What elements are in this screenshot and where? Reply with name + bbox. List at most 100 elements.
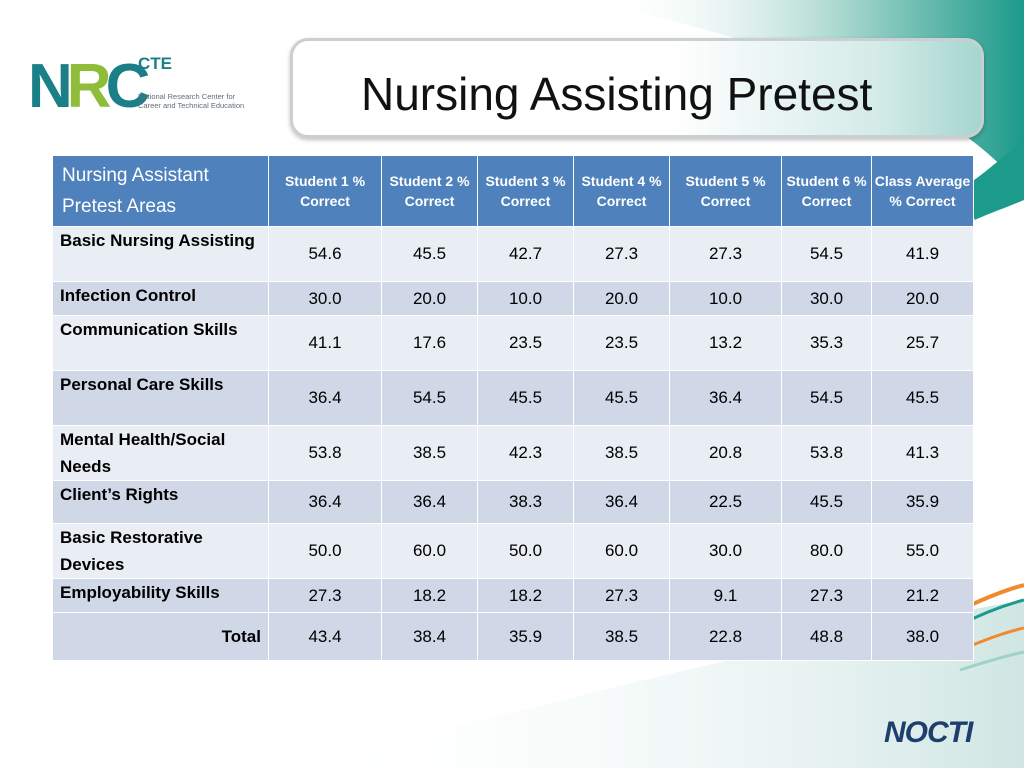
student-6-cell: 54.5: [781, 370, 872, 426]
nrc-logo-subtitle-line2: Career and Technical Education: [138, 101, 245, 110]
student-1-cell: 36.4: [268, 370, 382, 426]
class-average-cell: 25.7: [871, 315, 974, 371]
student-6-cell: 48.8: [781, 612, 872, 661]
student-4-cell: 36.4: [573, 480, 670, 524]
student-2-cell: 18.2: [381, 578, 478, 613]
student-4-cell: 38.5: [573, 425, 670, 481]
table-row: Basic Restorative Devices 50.0 60.0 50.0 60.…: [52, 523, 974, 579]
header-student-2: Student 2 % Correct: [381, 155, 478, 227]
student-3-cell: 35.9: [477, 612, 574, 661]
table-row: Infection Control 30.0 20.0 10.0 20.0 10.0 30.…: [52, 281, 974, 316]
student-3-cell: 38.3: [477, 480, 574, 524]
area-label: Employability Skills: [52, 578, 269, 613]
class-average-cell: 41.3: [871, 425, 974, 481]
header-student-5: Student 5 % Correct: [669, 155, 782, 227]
nocti-logo: NOCTI: [884, 716, 973, 749]
student-3-cell: 10.0: [477, 281, 574, 316]
student-6-cell: 54.5: [781, 226, 872, 282]
student-1-cell: 43.4: [268, 612, 382, 661]
student-4-cell: 23.5: [573, 315, 670, 371]
area-label: Basic Nursing Assisting: [52, 226, 269, 282]
table-row: Mental Health/Social Needs 53.8 38.5 42.3 38…: [52, 425, 974, 481]
student-5-cell: 27.3: [669, 226, 782, 282]
student-2-cell: 38.5: [381, 425, 478, 481]
nrc-logo-cte: CTE: [138, 54, 172, 73]
area-label: Client’s Rights: [52, 480, 269, 524]
pretest-results-table: Nursing Assistant Pretest Areas Student …: [52, 155, 974, 661]
student-5-cell: 22.8: [669, 612, 782, 661]
student-1-cell: 36.4: [268, 480, 382, 524]
class-average-cell: 55.0: [871, 523, 974, 579]
student-2-cell: 54.5: [381, 370, 478, 426]
table-row: Personal Care Skills 36.4 54.5 45.5 45.5 36.4…: [52, 370, 974, 426]
nrc-cte-logo: NRC CTE National Research Center for Car…: [28, 52, 278, 132]
header-student-3: Student 3 % Correct: [477, 155, 574, 227]
header-student-4: Student 4 % Correct: [573, 155, 670, 227]
table-row: Employability Skills 27.3 18.2 18.2 27.3 9.1 2…: [52, 578, 974, 613]
student-4-cell: 27.3: [573, 226, 670, 282]
title-banner: Nursing Assisting Pretest: [290, 38, 984, 138]
student-4-cell: 45.5: [573, 370, 670, 426]
student-2-cell: 20.0: [381, 281, 478, 316]
student-5-cell: 20.8: [669, 425, 782, 481]
student-4-cell: 38.5: [573, 612, 670, 661]
student-6-cell: 45.5: [781, 480, 872, 524]
table-header-row: Nursing Assistant Pretest Areas Student …: [52, 155, 974, 227]
nrc-logo-mark: NRC: [28, 52, 150, 121]
header-areas: Nursing Assistant Pretest Areas: [52, 155, 269, 227]
student-1-cell: 30.0: [268, 281, 382, 316]
area-label: Personal Care Skills: [52, 370, 269, 426]
header-student-1: Student 1 % Correct: [268, 155, 382, 227]
class-average-cell: 20.0: [871, 281, 974, 316]
class-average-cell: 38.0: [871, 612, 974, 661]
student-1-cell: 27.3: [268, 578, 382, 613]
student-2-cell: 45.5: [381, 226, 478, 282]
student-2-cell: 60.0: [381, 523, 478, 579]
nrc-logo-subtitle: National Research Center for Career and …: [138, 92, 278, 110]
student-6-cell: 27.3: [781, 578, 872, 613]
area-label: Communication Skills: [52, 315, 269, 371]
table-total-row: Total 43.4 38.4 35.9 38.5 22.8 48.8 38.0: [52, 612, 974, 661]
student-5-cell: 36.4: [669, 370, 782, 426]
student-3-cell: 23.5: [477, 315, 574, 371]
student-2-cell: 38.4: [381, 612, 478, 661]
table-row: Basic Nursing Assisting 54.6 45.5 42.7 27.3 2…: [52, 226, 974, 282]
class-average-cell: 21.2: [871, 578, 974, 613]
student-3-cell: 42.7: [477, 226, 574, 282]
student-1-cell: 50.0: [268, 523, 382, 579]
student-1-cell: 53.8: [268, 425, 382, 481]
page-title: Nursing Assisting Pretest: [361, 68, 873, 120]
class-average-cell: 45.5: [871, 370, 974, 426]
class-average-cell: 35.9: [871, 480, 974, 524]
student-4-cell: 20.0: [573, 281, 670, 316]
student-5-cell: 13.2: [669, 315, 782, 371]
area-label: Infection Control: [52, 281, 269, 316]
header-student-6: Student 6 % Correct: [781, 155, 872, 227]
area-label: Mental Health/Social Needs: [52, 425, 269, 481]
student-6-cell: 53.8: [781, 425, 872, 481]
student-6-cell: 35.3: [781, 315, 872, 371]
table-row: Client’s Rights 36.4 36.4 38.3 36.4 22.5 45.5 3…: [52, 480, 974, 524]
student-2-cell: 17.6: [381, 315, 478, 371]
area-label: Basic Restorative Devices: [52, 523, 269, 579]
student-1-cell: 54.6: [268, 226, 382, 282]
student-3-cell: 42.3: [477, 425, 574, 481]
student-1-cell: 41.1: [268, 315, 382, 371]
area-label: Total: [52, 612, 269, 661]
student-6-cell: 30.0: [781, 281, 872, 316]
student-2-cell: 36.4: [381, 480, 478, 524]
class-average-cell: 41.9: [871, 226, 974, 282]
table-row: Communication Skills 41.1 17.6 23.5 23.5 13.2…: [52, 315, 974, 371]
nrc-logo-subtitle-line1: National Research Center for: [138, 92, 236, 101]
student-3-cell: 45.5: [477, 370, 574, 426]
student-3-cell: 18.2: [477, 578, 574, 613]
student-5-cell: 22.5: [669, 480, 782, 524]
student-4-cell: 60.0: [573, 523, 670, 579]
student-4-cell: 27.3: [573, 578, 670, 613]
student-5-cell: 10.0: [669, 281, 782, 316]
student-5-cell: 9.1: [669, 578, 782, 613]
student-6-cell: 80.0: [781, 523, 872, 579]
student-3-cell: 50.0: [477, 523, 574, 579]
student-5-cell: 30.0: [669, 523, 782, 579]
header-class-average: Class Average % Correct: [871, 155, 974, 227]
